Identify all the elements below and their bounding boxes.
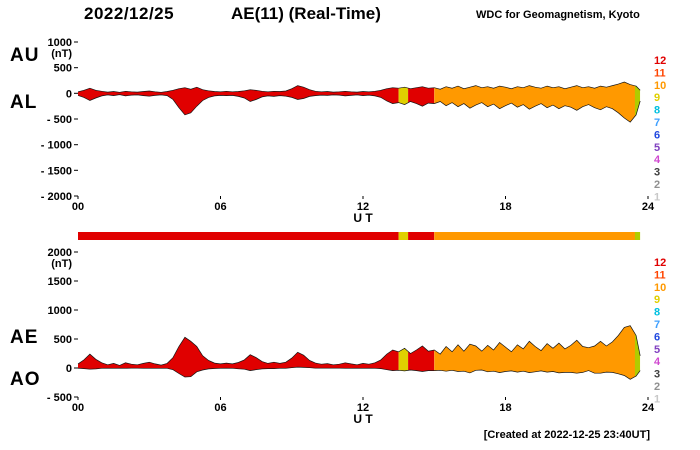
- legend-station-count: 12: [654, 55, 666, 67]
- source-credit: WDC for Geomagnetism, Kyoto: [476, 9, 640, 21]
- waveform-band: [634, 85, 641, 117]
- label-ae: AE: [10, 327, 39, 348]
- y-tick-label: 1000: [48, 37, 72, 49]
- legend-station-count: 5: [654, 142, 660, 154]
- colorbar-segment: [408, 232, 435, 240]
- y-tick-label: 1500: [48, 276, 72, 288]
- y-tick-label: 2000: [48, 247, 72, 259]
- legend-station-count: 1: [654, 191, 660, 203]
- waveform-band: [408, 86, 435, 107]
- x-tick-label: 18: [499, 201, 511, 213]
- legend-station-count: 5: [654, 344, 660, 356]
- legend-station-count: 4: [654, 154, 661, 166]
- legend-station-count: 9: [654, 92, 660, 104]
- legend-station-count: 7: [654, 319, 660, 331]
- created-note: [Created at 2022-12-25 23:40UT]: [483, 429, 650, 441]
- waveform-outline: [77, 81, 641, 93]
- label-al: AL: [10, 92, 38, 113]
- colorbar-segment: [434, 232, 635, 240]
- x-tick-label: 18: [499, 402, 511, 414]
- legend-station-count: 2: [654, 381, 660, 393]
- waveform-band: [78, 85, 399, 115]
- waveform-band: [634, 333, 641, 377]
- label-au: AU: [10, 45, 40, 66]
- y-tick-label: - 1000: [41, 140, 72, 152]
- x-tick-label: 06: [214, 402, 226, 414]
- waveform-outline: [77, 94, 641, 123]
- x-tick-label: 12: [357, 402, 369, 414]
- y-unit-label: (nT): [51, 48, 72, 60]
- x-tick-label: 12: [357, 201, 369, 213]
- waveform-outline: [77, 325, 641, 366]
- y-tick-label: 500: [54, 334, 72, 346]
- legend-station-count: 11: [654, 67, 666, 79]
- legend-station-count: 1: [654, 393, 660, 405]
- legend-station-count: 2: [654, 179, 660, 191]
- legend-station-count: 3: [654, 167, 660, 179]
- header-date: 2022/12/25: [84, 4, 175, 23]
- y-tick-label: 0: [66, 88, 72, 100]
- y-tick-label: 500: [54, 63, 72, 75]
- legend-station-count: 6: [654, 331, 660, 343]
- x-tick-label: 00: [72, 402, 84, 414]
- legend-station-count: 9: [654, 294, 660, 306]
- y-tick-label: 1000: [48, 305, 72, 317]
- legend-station-count: 6: [654, 129, 660, 141]
- y-tick-label: 0: [66, 363, 72, 375]
- y-unit-label: (nT): [51, 258, 72, 270]
- waveform-band: [398, 87, 409, 105]
- y-tick-label: - 1500: [41, 165, 72, 177]
- y-tick-label: - 500: [47, 114, 72, 126]
- waveform-band: [434, 82, 635, 123]
- waveform-band: [78, 337, 399, 377]
- legend-station-count: 10: [654, 282, 666, 294]
- legend-station-count: 10: [654, 80, 666, 92]
- legend-station-count: 8: [654, 105, 660, 117]
- legend-station-count: 12: [654, 257, 666, 269]
- x-tick-label: 24: [642, 402, 655, 414]
- colorbar-segment: [78, 232, 399, 240]
- legend-station-count: 7: [654, 117, 660, 129]
- legend-station-count: 11: [654, 269, 666, 281]
- x-tick-label: 06: [214, 201, 226, 213]
- waveform-band: [434, 325, 635, 380]
- waveform-outline: [77, 366, 641, 380]
- x-axis-label: U T: [353, 211, 373, 225]
- page-title: AE(11) (Real-Time): [231, 4, 381, 23]
- legend-station-count: 8: [654, 307, 660, 319]
- colorbar-segment: [398, 232, 409, 240]
- x-tick-label: 24: [642, 201, 655, 213]
- x-tick-label: 00: [72, 201, 84, 213]
- waveform-band: [408, 346, 435, 372]
- y-tick-label: - 2000: [41, 191, 72, 203]
- waveform-band: [398, 348, 409, 371]
- y-tick-label: - 500: [47, 392, 72, 404]
- legend-station-count: 3: [654, 369, 660, 381]
- legend-station-count: 4: [654, 356, 661, 368]
- x-axis-label: U T: [353, 412, 373, 426]
- label-ao: AO: [10, 369, 41, 390]
- colorbar-segment: [634, 232, 641, 240]
